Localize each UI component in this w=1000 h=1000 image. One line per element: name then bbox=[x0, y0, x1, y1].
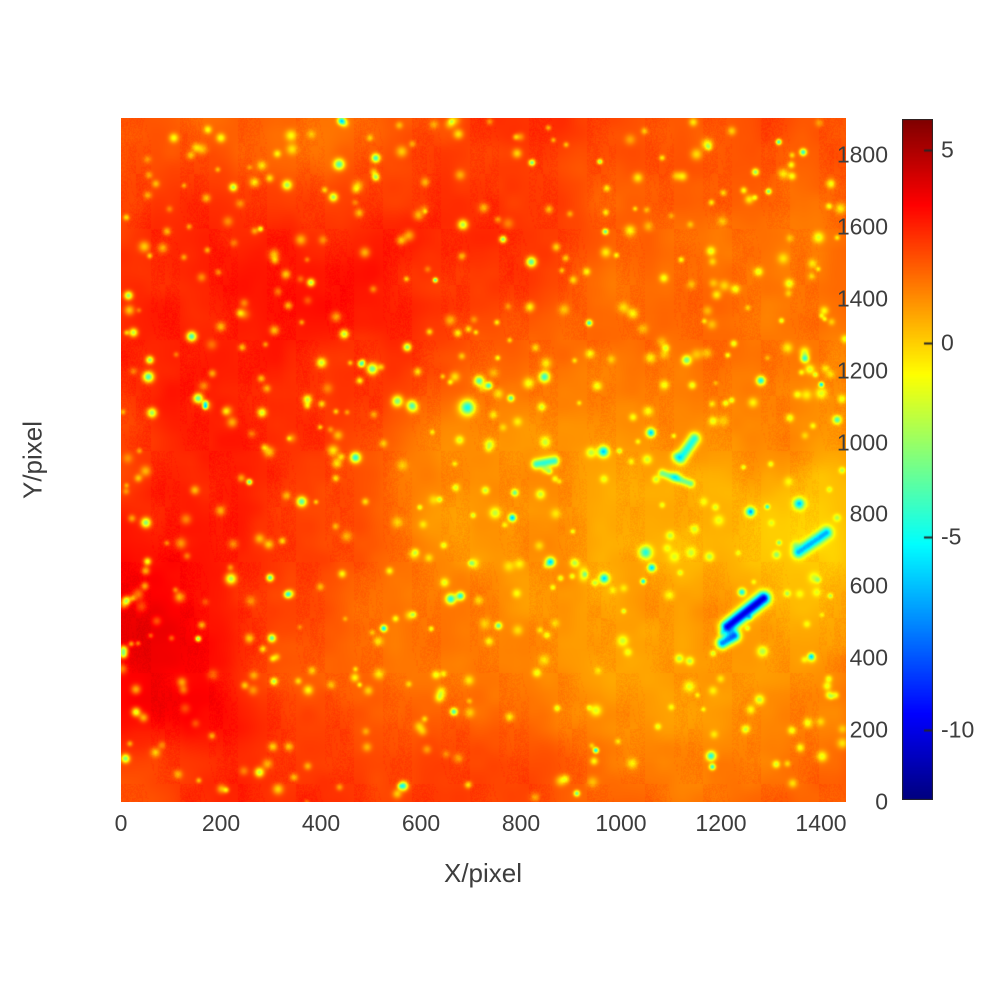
y-axis-label: Y/pixel bbox=[17, 420, 48, 500]
y-tick: 1200 bbox=[836, 357, 888, 384]
x-tick: 800 bbox=[501, 810, 541, 836]
x-tick: 200 bbox=[201, 810, 241, 836]
x-tick: 600 bbox=[401, 810, 441, 836]
x-tick: 400 bbox=[301, 810, 341, 836]
x-tick: 1000 bbox=[595, 810, 647, 836]
y-tick: 400 bbox=[849, 644, 888, 671]
y-tick: 600 bbox=[849, 572, 888, 599]
y-tick: 1800 bbox=[836, 141, 888, 168]
x-tick: 1400 bbox=[795, 810, 847, 836]
y-tick: 1400 bbox=[836, 285, 888, 312]
colorbar-tick-label: 5 bbox=[941, 136, 954, 163]
x-tick: 1200 bbox=[695, 810, 747, 836]
heatmap-canvas bbox=[121, 118, 846, 802]
x-axis-label: X/pixel bbox=[443, 858, 523, 888]
x-tick: 0 bbox=[114, 810, 128, 836]
y-tick: 1000 bbox=[836, 429, 888, 456]
y-tick: 1600 bbox=[836, 213, 888, 240]
colorbar-tick-label: -5 bbox=[941, 523, 962, 550]
y-tick: 200 bbox=[849, 716, 888, 743]
colorbar-tick-label: 0 bbox=[941, 329, 954, 356]
colorbar-tick-label: -10 bbox=[941, 716, 975, 743]
colorbar-canvas bbox=[902, 119, 933, 800]
y-tick: 800 bbox=[849, 500, 888, 527]
y-tick: 0 bbox=[875, 788, 888, 815]
